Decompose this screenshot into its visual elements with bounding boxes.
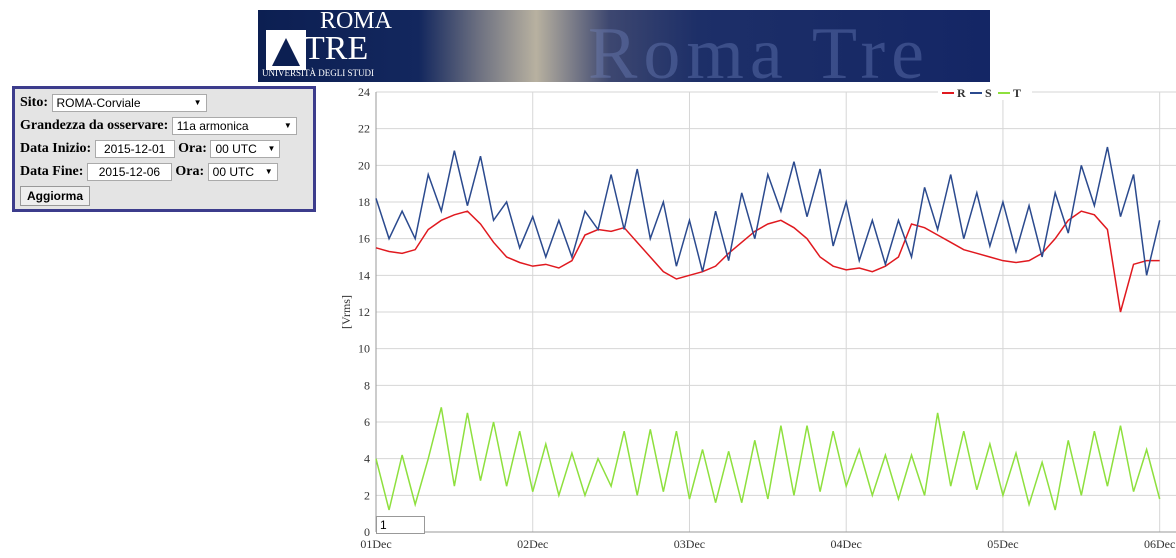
y-tick-label: 12 — [358, 305, 370, 319]
x-tick-label: 05Dec — [987, 537, 1018, 551]
select[interactable]: 00 UTC — [208, 163, 278, 181]
range-input[interactable]: 1 — [376, 516, 425, 534]
legend-label: R — [957, 86, 966, 100]
x-tick-label: 04Dec — [831, 537, 862, 551]
y-tick-label: 6 — [364, 415, 370, 429]
legend-label: T — [1013, 86, 1021, 100]
y-tick-label: 0 — [364, 525, 370, 539]
y-tick-label: 8 — [364, 378, 370, 392]
series-line — [376, 147, 1160, 275]
y-tick-label: 22 — [358, 122, 370, 136]
x-tick-label: 06Dec — [1144, 537, 1175, 551]
banner: Roma Tre ROMA TRE UNIVERSITÀ DEGLI STUDI — [258, 10, 990, 82]
label: Data Fine: — [20, 164, 83, 179]
series-line — [376, 407, 1160, 510]
input[interactable]: 2015-12-06 — [87, 163, 172, 181]
update-button[interactable]: Aggiorma — [20, 186, 90, 206]
y-tick-label: 20 — [358, 158, 370, 172]
y-tick-label: 24 — [358, 85, 370, 99]
label: Data Inizio: — [20, 141, 91, 156]
select[interactable]: 11a armonica — [172, 117, 297, 135]
label: Ora: — [178, 141, 207, 156]
legend-background — [938, 86, 1032, 100]
label: Ora: — [175, 164, 204, 179]
label: Grandezza da osservare: — [20, 118, 168, 133]
y-axis-label: [Vrms] — [339, 295, 353, 329]
page: Roma Tre ROMA TRE UNIVERSITÀ DEGLI STUDI… — [0, 0, 1176, 558]
y-tick-label: 2 — [364, 488, 370, 502]
logo-icon — [266, 30, 306, 70]
watermark: Roma Tre — [588, 12, 930, 82]
x-tick-label: 01Dec — [360, 537, 391, 551]
y-tick-label: 4 — [364, 452, 370, 466]
chart: [Vrms] 02468101214161820222401Dec02Dec03… — [0, 0, 1176, 558]
form-panel: Sito: ROMA-Corviale Grandezza da osserva… — [12, 86, 316, 212]
legend-label: S — [985, 86, 992, 100]
subtitle: UNIVERSITÀ DEGLI STUDI — [262, 68, 374, 78]
title-bottom: TRE — [304, 30, 368, 68]
select[interactable]: ROMA-Corviale — [52, 94, 207, 112]
label: Sito: — [20, 95, 48, 110]
x-tick-label: 02Dec — [517, 537, 548, 551]
input[interactable]: 2015-12-01 — [95, 140, 175, 158]
select[interactable]: 00 UTC — [210, 140, 280, 158]
y-tick-label: 14 — [358, 268, 370, 282]
y-tick-label: 18 — [358, 195, 370, 209]
y-tick-label: 16 — [358, 232, 370, 246]
y-tick-label: 10 — [358, 342, 370, 356]
x-tick-label: 03Dec — [674, 537, 705, 551]
series-line — [376, 211, 1160, 312]
